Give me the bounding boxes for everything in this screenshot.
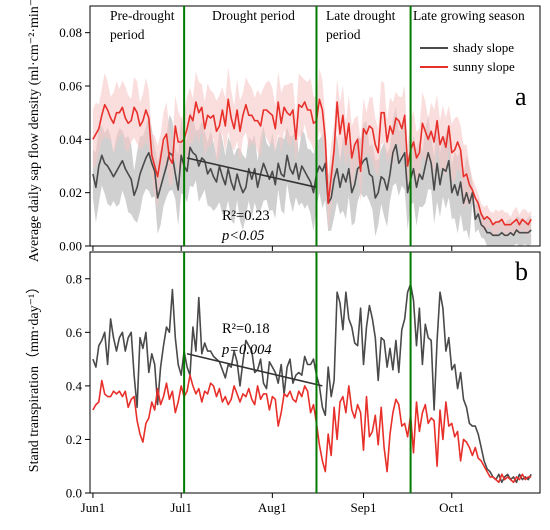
panel-b-trend	[186, 352, 323, 387]
panel-b-stat-r2: R²=0.18	[222, 321, 270, 337]
period-label-late-growing: Late growing season	[413, 8, 525, 23]
panel-a-stat-p: p<0.05	[221, 228, 264, 244]
panel-a-trend	[186, 157, 317, 189]
period-label-late-drought-1: Late drought	[326, 8, 396, 23]
panel-a-letter: a	[515, 82, 527, 111]
period-label-pre-drought-1: Pre-drought	[110, 8, 175, 23]
panel-a: 0.00 0.02 0.04 0.06 0.08 Average daily sap f…	[27, 0, 541, 262]
period-labels: Pre-drought period Drought period Late d…	[110, 8, 525, 42]
band-shady-slope	[92, 106, 532, 246]
panel-a-series-lines	[92, 98, 532, 237]
panel-b-stat-p: p=0.004	[221, 342, 272, 358]
panel-b-x-ticks: Jun1 Jul1 Aug1 Sep1 Oct1	[81, 493, 464, 515]
panel-b-frame	[89, 251, 541, 494]
x-tick-label: Sep1	[351, 500, 377, 515]
period-dividers	[183, 6, 412, 493]
period-label-drought: Drought period	[212, 8, 295, 23]
panel-a-bands	[92, 67, 532, 246]
panel-a-y-ticks: 0.00 0.02 0.04 0.06 0.08	[59, 25, 90, 254]
y-tick-label: 0.6	[66, 325, 83, 340]
trend-line	[186, 352, 323, 387]
x-tick-label: Jun1	[81, 500, 106, 515]
panel-a-stat-r2: R²=0.23	[222, 208, 270, 224]
panel-a-x-ticks	[92, 246, 453, 251]
panel-b-series-lines	[92, 283, 532, 484]
panel-a-frame	[89, 5, 541, 247]
period-label-late-drought-2: period	[326, 27, 361, 42]
panel-a-ylabel: Average daily sap flow density (ml·cm⁻²·…	[27, 0, 42, 262]
x-tick-label: Aug1	[258, 500, 287, 515]
y-tick-label: 0.0	[66, 486, 82, 501]
panel-b-letter: b	[515, 257, 528, 286]
legend-sunny-label: sunny slope	[453, 59, 515, 74]
period-label-pre-drought-2: period	[110, 27, 145, 42]
x-tick-label: Oct1	[439, 500, 464, 515]
y-tick-label: 0.02	[59, 185, 82, 200]
y-tick-label: 0.00	[59, 239, 82, 254]
legend: shady slope sunny slope	[420, 40, 515, 74]
series-line-shady-slope	[92, 283, 532, 484]
y-tick-label: 0.2	[66, 432, 82, 447]
series-line-shady-slope	[92, 143, 532, 237]
panel-b-ylabel: Stand transpiration（mm·day⁻¹）	[26, 280, 42, 472]
y-tick-label: 0.06	[59, 79, 82, 94]
y-tick-label: 0.8	[66, 271, 82, 286]
panel-b: 0.0 0.2 0.4 0.6 0.8 Jun1 Jul1 Aug1 Sep1 Oct1 Sta…	[26, 251, 541, 515]
panel-b-y-ticks: 0.0 0.2 0.4 0.6 0.8	[66, 271, 90, 501]
series-line-sunny-slope	[92, 374, 532, 484]
x-tick-label: Jul1	[170, 500, 192, 515]
trend-line	[186, 157, 317, 189]
y-tick-label: 0.08	[59, 25, 82, 40]
y-tick-label: 0.4	[66, 378, 83, 393]
y-tick-label: 0.04	[59, 132, 82, 147]
legend-shady-label: shady slope	[453, 40, 514, 55]
series-line-sunny-slope	[92, 98, 532, 226]
